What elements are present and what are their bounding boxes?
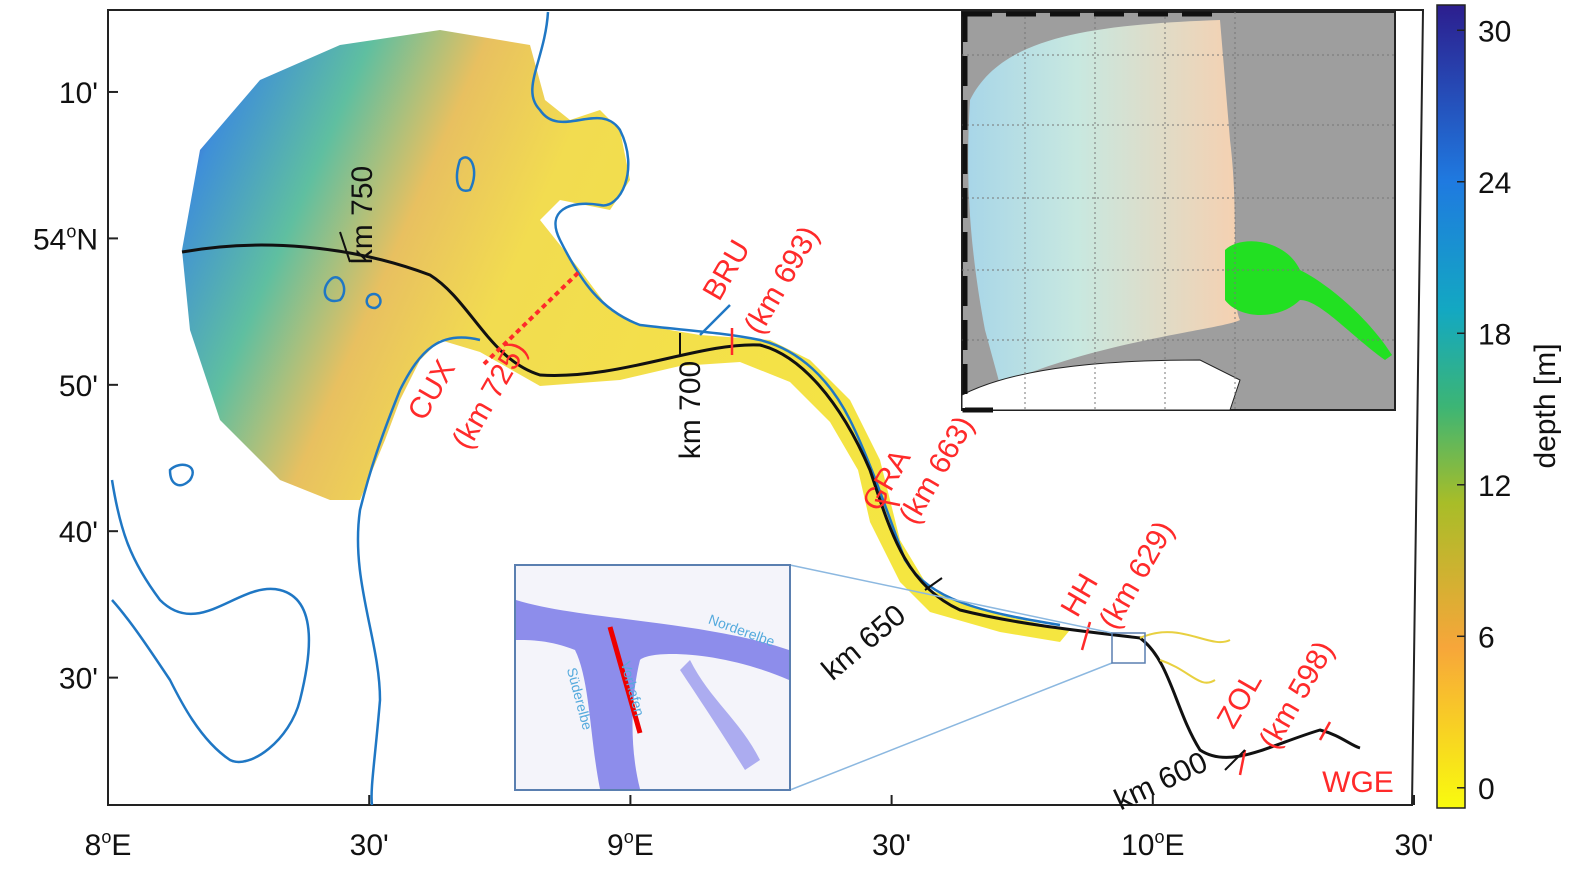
- station-name: BRU: [697, 235, 757, 306]
- km-label: km 700: [674, 361, 707, 459]
- y-tick-label: 10': [59, 77, 98, 110]
- y-tick-label: 40': [59, 516, 98, 549]
- x-tick-label: 9oE: [607, 827, 654, 862]
- y-tick-label: 54oN: [33, 221, 98, 256]
- overview-inset: [962, 12, 1395, 410]
- station-km: (km 629): [1093, 516, 1181, 635]
- tributary: [1140, 632, 1230, 683]
- x-tick-label: 30': [872, 829, 911, 862]
- colorbar-tick-label: 12: [1478, 470, 1511, 503]
- x-tick-label: 8oE: [85, 827, 132, 862]
- x-tick-label: 10oE: [1121, 827, 1184, 862]
- x-tick-label: 30': [350, 829, 389, 862]
- colorbar: [1437, 5, 1465, 808]
- x-tick-label: 30': [1394, 829, 1433, 862]
- station-km: (km 693): [738, 221, 826, 340]
- km-label: km 650: [816, 598, 913, 687]
- colorbar-label: depth [m]: [1529, 343, 1562, 468]
- y-tick-label: 30': [59, 663, 98, 696]
- page: {"map": { "x_axis": {"lim": [8, 10.5], "…: [0, 0, 1571, 872]
- station-name: WGE: [1322, 766, 1394, 799]
- colorbar-tick-label: 30: [1478, 15, 1511, 48]
- colorbar-tick-label: 6: [1478, 621, 1495, 654]
- station-name: ZOL: [1211, 667, 1269, 734]
- km-label: km 750: [346, 166, 379, 264]
- colorbar-tick-label: 24: [1478, 167, 1511, 200]
- km-label: km 600: [1109, 746, 1212, 817]
- figure: km 750 km 700 km 650 km 600 CUX (km 725)…: [0, 0, 1571, 867]
- colorbar-tick-label: 0: [1478, 773, 1495, 806]
- colorbar-tick-label: 18: [1478, 318, 1511, 351]
- y-tick-label: 50': [59, 370, 98, 403]
- bathymetry: [182, 30, 1070, 642]
